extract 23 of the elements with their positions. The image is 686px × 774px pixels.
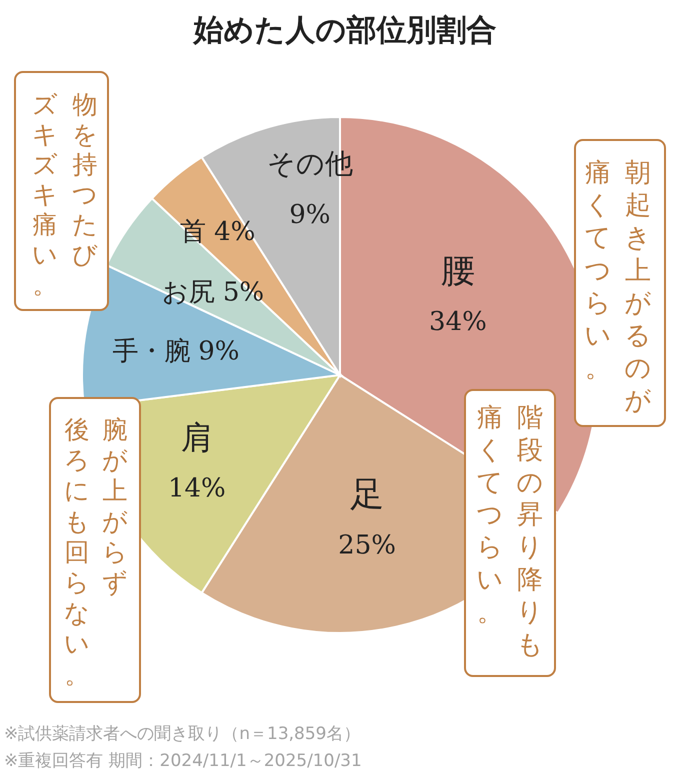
data-label: 5%	[222, 278, 264, 308]
text: ※試供薬請求者への聞き取り（n＝13,859名）	[4, 724, 361, 744]
text: 朝起き上がるのが	[624, 158, 652, 416]
data-label: 9%	[289, 200, 331, 230]
slice-label: 手・腕	[112, 336, 190, 366]
slice-label: お尻	[162, 278, 215, 308]
slice-label: 足	[350, 474, 384, 515]
data-label: 9%	[198, 336, 240, 366]
text: 痛くてつらい。	[476, 403, 504, 628]
text: 物を持つたび	[72, 90, 98, 269]
slice-label: 肩	[180, 418, 213, 456]
slice-label: その他	[266, 147, 353, 180]
text: 腕が上がらず	[102, 415, 128, 597]
data-label: 14%	[168, 473, 226, 504]
text: 後ろにも回らない。	[64, 415, 90, 689]
chart-title: 始めた人の部位別割合	[192, 13, 496, 48]
data-label: 25%	[338, 530, 396, 561]
text: 痛くてつらい。	[584, 158, 612, 384]
text: ※重複回答有 期間：2024/11/1～2025/10/31	[4, 751, 362, 771]
text: ズキズキ痛い。	[32, 90, 58, 299]
data-label: 34%	[429, 307, 487, 338]
text: 階段の昇り降りも	[516, 403, 544, 660]
slice-label: 腰	[440, 251, 475, 292]
